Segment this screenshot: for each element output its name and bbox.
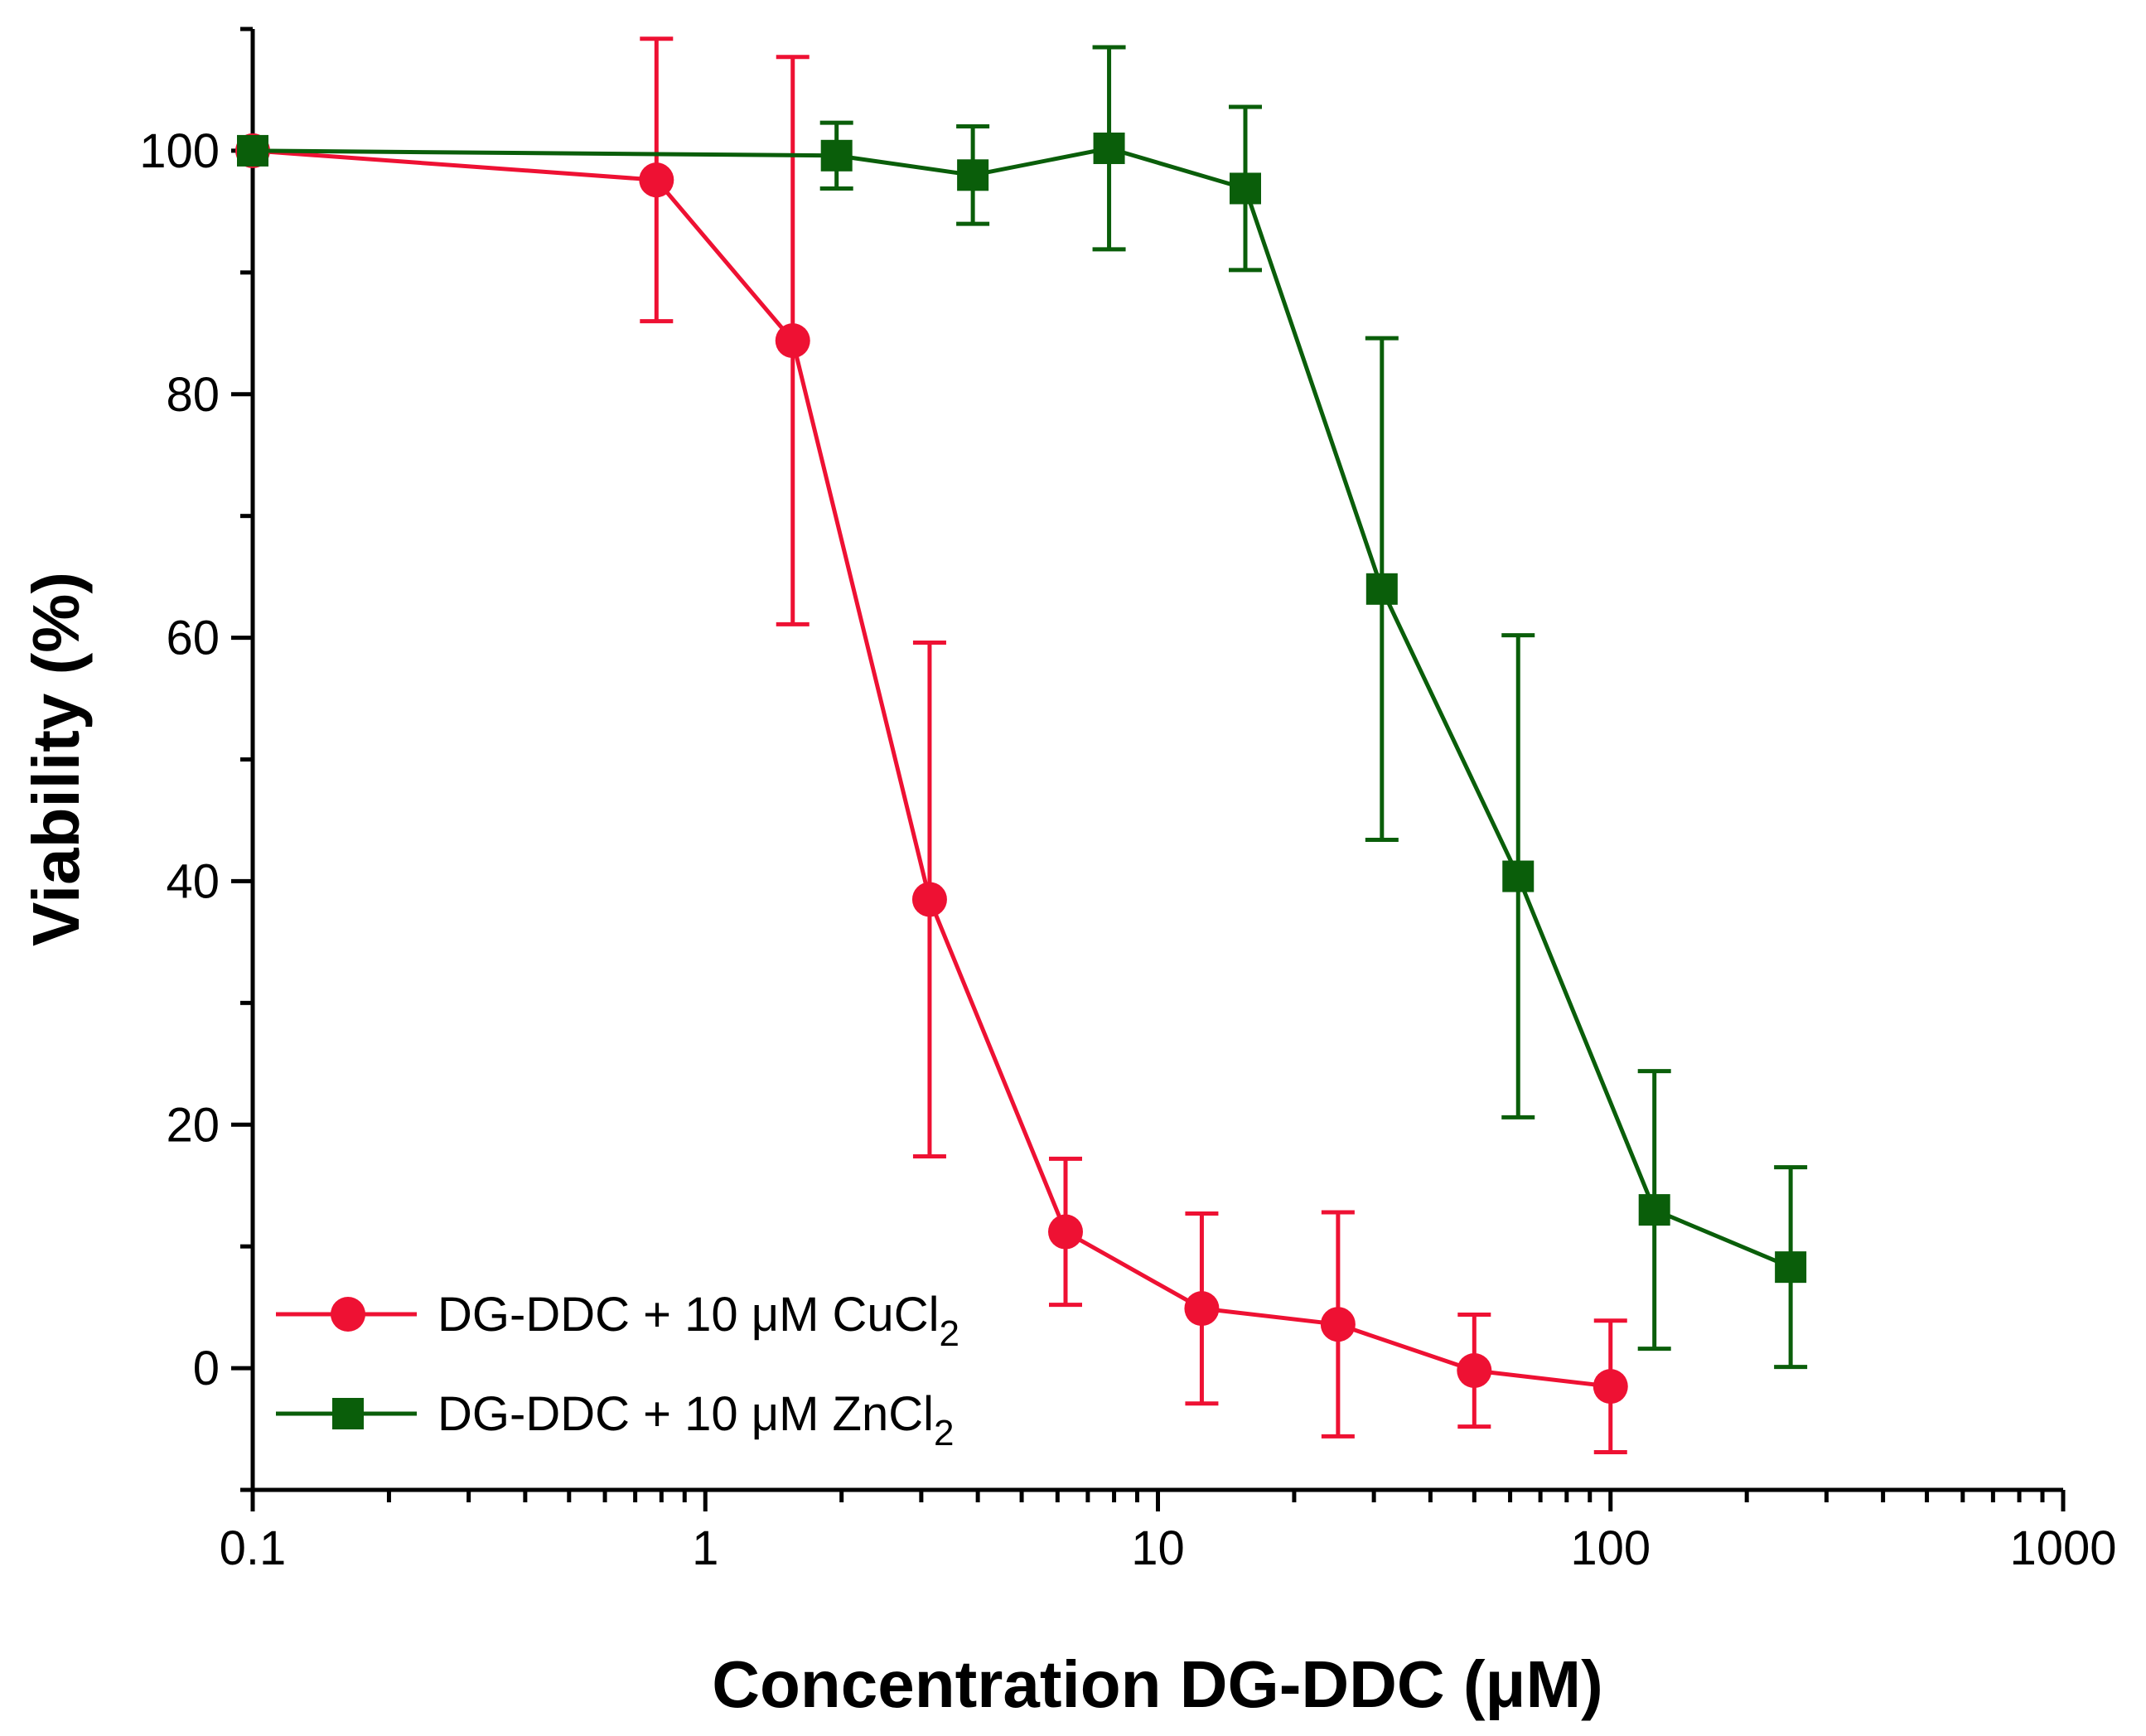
data-point [1638, 1194, 1670, 1226]
data-point [1365, 573, 1398, 605]
axis-tick-labels: 0 20 40 60 80 100 0.1 1 10 100 1000 [139, 124, 2116, 1575]
data-point [911, 882, 947, 917]
series-layer [235, 36, 1808, 1454]
x-tick-label: 1000 [2009, 1521, 2116, 1575]
y-tick-label: 40 [166, 854, 220, 908]
data-point [1593, 1369, 1628, 1405]
y-tick-label: 0 [193, 1342, 220, 1395]
x-axis-title: Concentration DG-DDC (μM) [712, 1647, 1603, 1721]
data-point [820, 139, 853, 172]
data-point [1093, 132, 1125, 164]
legend-entry: DG-DDC + 10 μM CuCl2 [276, 1288, 959, 1354]
legend-label-main: DG-DDC + 10 μM CuCl [437, 1288, 939, 1342]
data-point [237, 134, 268, 167]
legend-label-subscript: 2 [934, 1413, 954, 1453]
y-tick-label: 100 [139, 124, 220, 178]
legend-marker [331, 1297, 365, 1332]
legend-marker [332, 1398, 364, 1429]
data-point [1502, 860, 1535, 892]
legend-label: DG-DDC + 10 μM CuCl2 [437, 1288, 959, 1354]
y-tick-label: 20 [166, 1098, 220, 1152]
data-point [775, 323, 810, 359]
x-tick-label: 0.1 [220, 1521, 287, 1575]
x-tick-label: 10 [1131, 1521, 1185, 1575]
x-tick-label: 1 [692, 1521, 718, 1575]
legend-label: DG-DDC + 10 μM ZnCl2 [437, 1387, 955, 1453]
data-point [639, 162, 674, 198]
series-cucl2 [235, 36, 1628, 1454]
data-point [1229, 172, 1261, 205]
data-point [1457, 1353, 1492, 1389]
series-zncl2 [237, 45, 1808, 1370]
y-axis-title: Viability (%) [19, 572, 93, 946]
y-tick-label: 80 [166, 368, 220, 422]
data-point [1047, 1214, 1083, 1250]
y-tick-label: 60 [166, 612, 220, 665]
data-point [1184, 1291, 1220, 1327]
legend-entry: DG-DDC + 10 μM ZnCl2 [276, 1387, 955, 1453]
x-tick-label: 100 [1570, 1521, 1651, 1575]
legend-label-subscript: 2 [939, 1313, 959, 1354]
series-line [252, 146, 1792, 1269]
legend-label-main: DG-DDC + 10 μM ZnCl [437, 1387, 934, 1441]
data-point [1775, 1251, 1807, 1284]
data-point [1320, 1307, 1356, 1342]
data-point [957, 159, 989, 191]
